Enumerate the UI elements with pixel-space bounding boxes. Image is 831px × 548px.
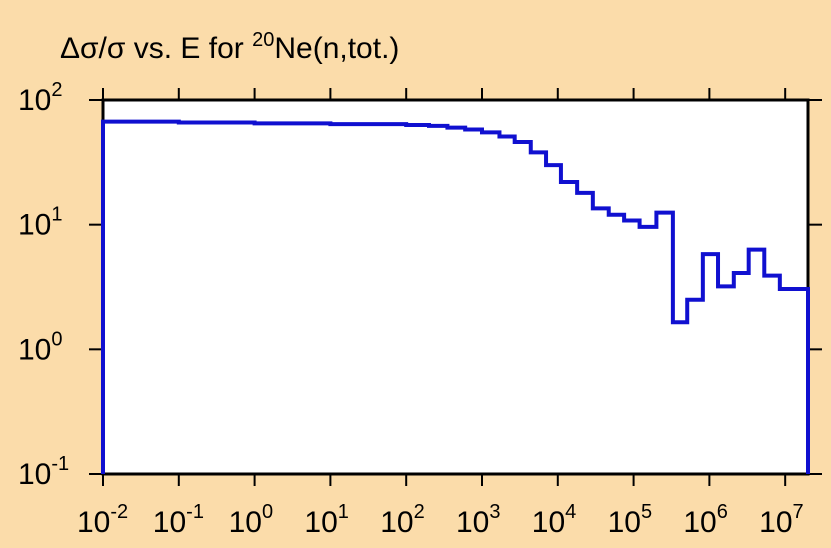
y-tick-label: 100 — [18, 328, 63, 366]
x-tick-label: 10-1 — [153, 501, 204, 539]
x-tick-label: 106 — [683, 501, 728, 539]
x-tick-label: 107 — [759, 501, 804, 539]
y-tick-label: 101 — [18, 204, 63, 242]
series-line — [101, 119, 810, 474]
chart-title-superscript: 20 — [252, 29, 274, 51]
x-tick-label: 101 — [304, 501, 349, 539]
x-axis-tick-labels: 10-2 10-1 100 101 102 103 104 105 106 107 — [77, 501, 804, 539]
x-tick-label: 102 — [380, 501, 425, 539]
plot-area — [101, 98, 810, 476]
y-tick-label: 10-1 — [18, 453, 69, 491]
y-tick-label: 102 — [18, 79, 63, 117]
chart-title-prefix: Δσ/σ vs. E for — [60, 32, 252, 65]
y-axis-tick-labels: 102 101 100 10-1 — [18, 79, 69, 491]
x-tick-label: 103 — [456, 501, 501, 539]
x-tick-label: 104 — [532, 501, 577, 539]
chart-title-suffix: Ne(n,tot.) — [274, 32, 399, 65]
x-tick-label: 100 — [229, 501, 274, 539]
x-tick-label: 105 — [608, 501, 653, 539]
chart-title: Δσ/σ vs. E for 20Ne(n,tot.) — [60, 29, 399, 65]
x-tick-label: 10-2 — [77, 501, 128, 539]
axis-ticks — [89, 88, 822, 486]
